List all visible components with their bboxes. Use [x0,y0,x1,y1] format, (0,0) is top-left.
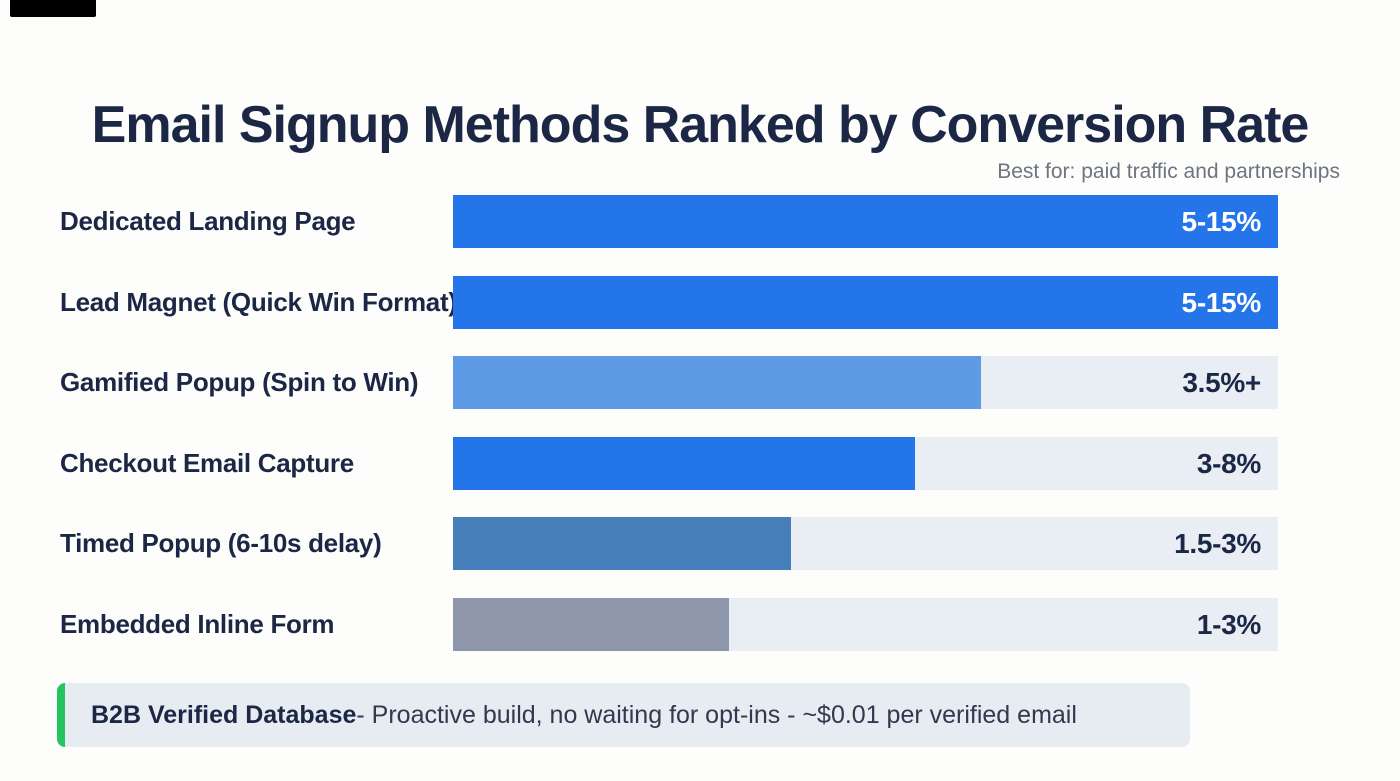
bar-row: Embedded Inline Form 1-3% [0,597,1400,651]
bar-fill [453,436,915,490]
bar-row: Dedicated Landing Page 5-15% [0,195,1400,248]
bar-track: 5-15% [453,195,1278,248]
bar-fill [453,517,792,570]
bar-label: Lead Magnet (Quick Win Format) [60,286,457,317]
bar-row: Timed Popup (6-10s delay) 1.5-3% [0,517,1400,570]
bar-label: Timed Popup (6-10s delay) [60,528,382,558]
bar-value: 3-8% [1196,447,1261,479]
bar-fill [453,597,730,651]
footer-note: B2B Verified Database - Proactive build,… [57,683,1190,747]
bar-track: 5-15% [453,275,1278,329]
bar-value: 3.5%+ [1182,367,1261,398]
bar-label: Gamified Popup (Spin to Win) [60,367,419,397]
bar-track: 1-3% [453,597,1278,651]
best-for-annotation: Best for: paid traffic and partnerships [997,160,1340,183]
bar-track: 3.5%+ [453,356,1278,409]
bar-fill [453,195,1278,248]
page-title: Email Signup Methods Ranked by Conversio… [91,95,1310,154]
bar-value: 1.5-3% [1174,528,1261,559]
footer-text: - Proactive build, no waiting for opt-in… [356,700,1077,729]
bar-label: Dedicated Landing Page [60,206,356,236]
conversion-rate-bar-chart: Dedicated Landing Page 5-15% Lead Magnet… [0,195,1400,651]
bar-track: 1.5-3% [453,517,1278,570]
footer-highlight: B2B Verified Database [91,700,357,729]
bar-track: 3-8% [453,436,1278,490]
bar-row: Lead Magnet (Quick Win Format) 5-15% [0,275,1400,329]
bar-value: 1-3% [1196,608,1261,640]
bar-fill [453,275,1278,329]
bar-row: Checkout Email Capture 3-8% [0,436,1400,490]
bar-row: Gamified Popup (Spin to Win) 3.5%+ [0,356,1400,409]
bar-fill [453,356,981,409]
bar-value: 5-15% [1181,286,1262,318]
corner-mark [10,0,96,17]
bar-label: Embedded Inline Form [60,608,335,639]
bar-label: Checkout Email Capture [60,447,354,478]
bar-value: 5-15% [1181,206,1262,237]
